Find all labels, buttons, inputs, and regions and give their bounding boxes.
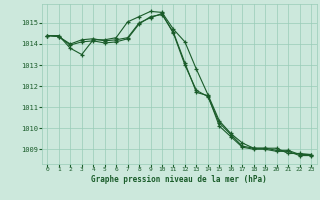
X-axis label: Graphe pression niveau de la mer (hPa): Graphe pression niveau de la mer (hPa) xyxy=(91,175,267,184)
